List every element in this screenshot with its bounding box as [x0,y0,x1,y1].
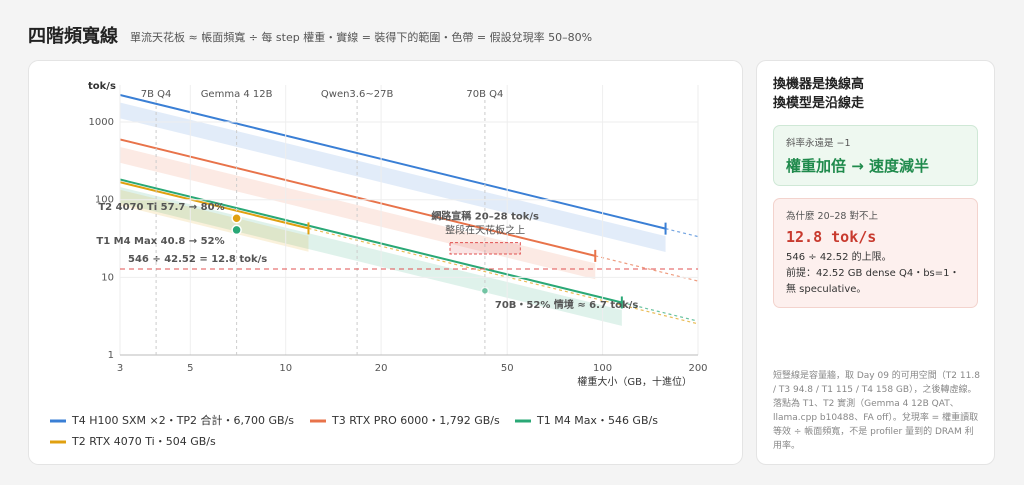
point-label: 70B・52% 情境 ≈ 6.7 tok/s [495,298,638,311]
reference-label: Qwen3.6~27B [321,89,394,100]
x-tick-label: 20 [375,363,388,374]
y-tick-label: 1000 [89,117,114,128]
reference-label: 70B Q4 [466,89,503,100]
data-point [231,224,242,236]
y-tick-label: 10 [101,272,114,283]
y-tick-label: 1 [108,350,114,361]
threshold-label: 546 ÷ 42.52 = 12.8 tok/s [128,254,267,265]
legend-label: T4 H100 SXM ×2・TP2 合計・6,700 GB/s [71,413,294,427]
x-tick-label: 200 [688,363,707,374]
point-label: T2 4070 Ti 57.7 → 80% [98,202,224,213]
efficiency-band [120,187,622,326]
card-text: 前提：42.52 GB dense Q4・bs=1・無 speculative。 [786,268,960,295]
legend-label: T1 M4 Max・546 GB/s [536,414,658,427]
legend-label: T2 RTX 4070 Ti・504 GB/s [71,435,216,448]
efficiency-band [120,189,309,252]
note: 短豎線是容量牆，取 Day 09 的可用空間（T2 11.8 / T3 94.8… [773,371,980,451]
claim-range [449,242,521,255]
side-title: 換機器是換線高 [773,77,865,92]
side-panel: 換機器是換線高 換模型是沿線走 斜率永遠是 −1 權重加倍 → 速度減半 為什麼… [756,60,995,465]
card-text: 權重加倍 → 速度減半 [786,157,930,175]
title: 四階頻寬線 [28,25,118,47]
card-label: 為什麼 20–28 對不上 [786,211,878,222]
x-tick-label: 5 [187,363,193,374]
claim-note: 整段在天花板之上 [445,224,525,237]
ceiling-line [120,93,666,230]
data-point [480,286,490,296]
efficiency-band [120,102,666,253]
side-title: 換模型是沿線走 [773,96,865,111]
card-value: 12.8 tok/s [786,228,877,246]
slope-card: 斜率永遠是 −1 權重加倍 → 速度減半 [773,125,978,186]
legend-label: T3 RTX PRO 6000・1,792 GB/s [331,414,500,427]
data-point [231,212,242,224]
x-axis-label: 權重大小（GB，十進位） [577,375,692,388]
point-label: T1 M4 Max 40.8 → 52% [96,236,224,247]
x-tick-label: 50 [501,363,514,374]
y-axis-label: tok/s [88,81,116,92]
reference-label: 7B Q4 [141,89,172,100]
subtitle: 單流天花板 ≈ 帳面頻寬 ÷ 每 step 權重・實線 = 裝得下的範圍・色帶 … [130,30,592,44]
ceiling-extension [308,227,698,325]
efficiency-band [120,146,596,280]
y-tick-label: 100 [95,195,114,206]
card-text: 546 ÷ 42.52 的上限。 [786,252,892,263]
ceiling-line [120,181,309,230]
x-tick-label: 100 [593,363,612,374]
ceiling-extension [621,301,698,322]
why-card: 為什麼 20–28 對不上 12.8 tok/s 546 ÷ 42.52 的上限… [773,198,978,308]
card-label: 斜率永遠是 −1 [786,138,851,149]
ceiling-line [120,138,596,257]
x-tick-label: 3 [117,363,123,374]
x-tick-label: 10 [279,363,292,374]
claim-label: 網路宣稱 20–28 tok/s [431,210,539,223]
reference-label: Gemma 4 12B [201,89,273,100]
